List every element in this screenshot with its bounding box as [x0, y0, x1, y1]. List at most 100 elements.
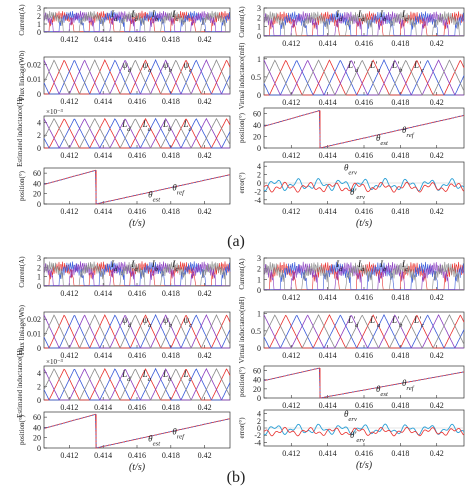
x-tick-label: 0.418 — [162, 97, 180, 106]
x-tick-label: 0.416 — [355, 207, 373, 216]
annotation-label: L'a — [369, 315, 381, 329]
chart-a-inductance-left: 0 2 4 0.412 0.414 0.416 0.418 0.42 Estimated ind… — [16, 96, 231, 167]
y-axis-label: Virtual inductance(mH) — [238, 42, 246, 109]
annotation-label: Id — [335, 9, 343, 23]
x-tick-label: 0.42 — [198, 403, 212, 412]
y-tick-label: 2 — [257, 171, 261, 180]
current-curve-3 — [263, 261, 464, 290]
current-curve-3 — [43, 261, 230, 286]
annotation-label: θ'erv — [350, 187, 365, 201]
chart-a-position-right: 0 20 40 60 0.412 0.414 0.416 0.418 0.42 position(… — [238, 107, 465, 160]
y-axis-label: Estimated inductance(H) — [16, 347, 24, 417]
estimated-position-curve — [43, 169, 231, 205]
y-tick-label: 2 — [257, 417, 261, 426]
y-tick-label: 1 — [37, 20, 41, 29]
x-tick-label: 0.416 — [128, 451, 146, 460]
x-tick-label: 0.418 — [391, 39, 409, 48]
y-tick-label: 0 — [37, 396, 41, 405]
x-tick-label: 0.414 — [319, 151, 337, 160]
phase-curve-2 — [43, 59, 231, 95]
x-axis-label: (t/s) — [129, 462, 146, 473]
figure-label-a: (a) — [227, 233, 245, 250]
current-curve-4 — [43, 261, 230, 286]
x-tick-label: 0.414 — [94, 351, 112, 360]
y-tick-label: 3 — [37, 254, 41, 263]
y-tick-label: 1 — [257, 55, 261, 64]
y-tick-label: 0.01 — [27, 75, 41, 84]
phase-curve-3 — [43, 314, 230, 349]
annotation-label: θref — [402, 378, 415, 392]
annotation-label: L'd — [347, 315, 359, 329]
y-tick-label: 4 — [257, 162, 261, 171]
annotation-label: Lb — [162, 369, 172, 383]
x-tick-label: 0.414 — [94, 451, 112, 460]
y-tick-label: 4 — [37, 118, 41, 127]
x-tick-label: 0.414 — [94, 151, 112, 160]
y-axis-label: error(°) — [238, 417, 246, 439]
y-axis-label: Estimated inductance(H) — [16, 96, 24, 166]
x-tick-label: 0.412 — [282, 39, 300, 48]
y-tick-label: 40 — [33, 423, 41, 432]
y-axis-label: Current(A) — [238, 6, 246, 38]
annotation-label: θerv — [344, 162, 357, 176]
annotation-label: Id — [335, 259, 343, 273]
x-tick-label: 0.414 — [94, 403, 112, 412]
y-tick-label: 40 — [253, 121, 261, 130]
annotation-label: θref — [402, 125, 415, 139]
y-tick-label: 0 — [37, 282, 41, 291]
annotation-label: L'a — [369, 60, 381, 74]
y-tick-label: -2 — [254, 431, 261, 440]
current-curve-3 — [43, 10, 230, 32]
x-tick-label: 0.412 — [60, 97, 78, 106]
estimated-position-curve — [263, 367, 465, 399]
x-tick-label: 0.42 — [430, 151, 444, 160]
y-tick-label: 0 — [257, 91, 261, 100]
annotation-label: θref — [172, 426, 185, 440]
chart-b-current-right: 0 12 3 0.412 0.414 0.416 0.418 0.42 Current(A) Id… — [238, 254, 465, 302]
x-tick-label: 0.418 — [391, 401, 409, 410]
annotation-label: L'b — [391, 315, 403, 329]
y-tick-label: 40 — [253, 376, 261, 385]
phase-curve-2 — [43, 117, 231, 149]
y-tick-label: 60 — [33, 169, 41, 178]
x-tick-label: 0.412 — [60, 451, 78, 460]
chart-b-inductance-left: 0 2 4 0.412 0.414 0.416 0.418 0.42 Estimated ind… — [16, 347, 231, 418]
phase-curve-1 — [44, 368, 231, 401]
y-axis-label: Current(A) — [18, 256, 26, 288]
y-tick-label: 4 — [37, 369, 41, 378]
annotation-label: La — [142, 119, 152, 133]
x-axis-label: (t/s) — [356, 460, 373, 471]
annotation-label: Lc — [183, 119, 192, 133]
y-tick-label: 3 — [37, 4, 41, 13]
annotation-label: ψb — [163, 315, 173, 329]
y-axis-label: Flux linkage(Wb) — [18, 304, 26, 355]
y-axis-label: position(°) — [18, 414, 26, 445]
y-tick-label: 1 — [257, 275, 261, 284]
x-tick-label: 0.416 — [355, 293, 373, 302]
annotation-label: ψd — [122, 60, 132, 74]
annotation-label: θest — [376, 384, 389, 398]
annotation-label: Ia — [357, 259, 365, 273]
y-tick-label: 2 — [37, 382, 41, 391]
x-tick-label: 0.42 — [198, 351, 212, 360]
y-tick-label: 0.5 — [251, 327, 261, 336]
x-tick-label: 0.414 — [94, 289, 112, 298]
plot-frame — [263, 107, 465, 149]
x-tick-label: 0.42 — [198, 97, 212, 106]
x-tick-label: 0.418 — [391, 98, 409, 107]
y-tick-label: 0 — [257, 424, 261, 433]
y-tick-label: 20 — [253, 385, 261, 394]
chart-a-flux-left: 0 0.01 0.02 0.412 0.414 0.416 0.418 0.42 Flux li… — [18, 50, 231, 106]
plot-frame — [43, 411, 231, 449]
x-tick-label: 0.42 — [198, 289, 212, 298]
y-tick-label: 0 — [257, 179, 261, 188]
estimated-position-curve — [43, 413, 231, 449]
y-axis-label: error(°) — [238, 172, 246, 194]
x-tick-label: 0.412 — [60, 35, 78, 44]
y-tick-label: 0.02 — [27, 60, 41, 69]
x-tick-label: 0.412 — [60, 289, 78, 298]
annotation-label: θref — [172, 182, 185, 196]
